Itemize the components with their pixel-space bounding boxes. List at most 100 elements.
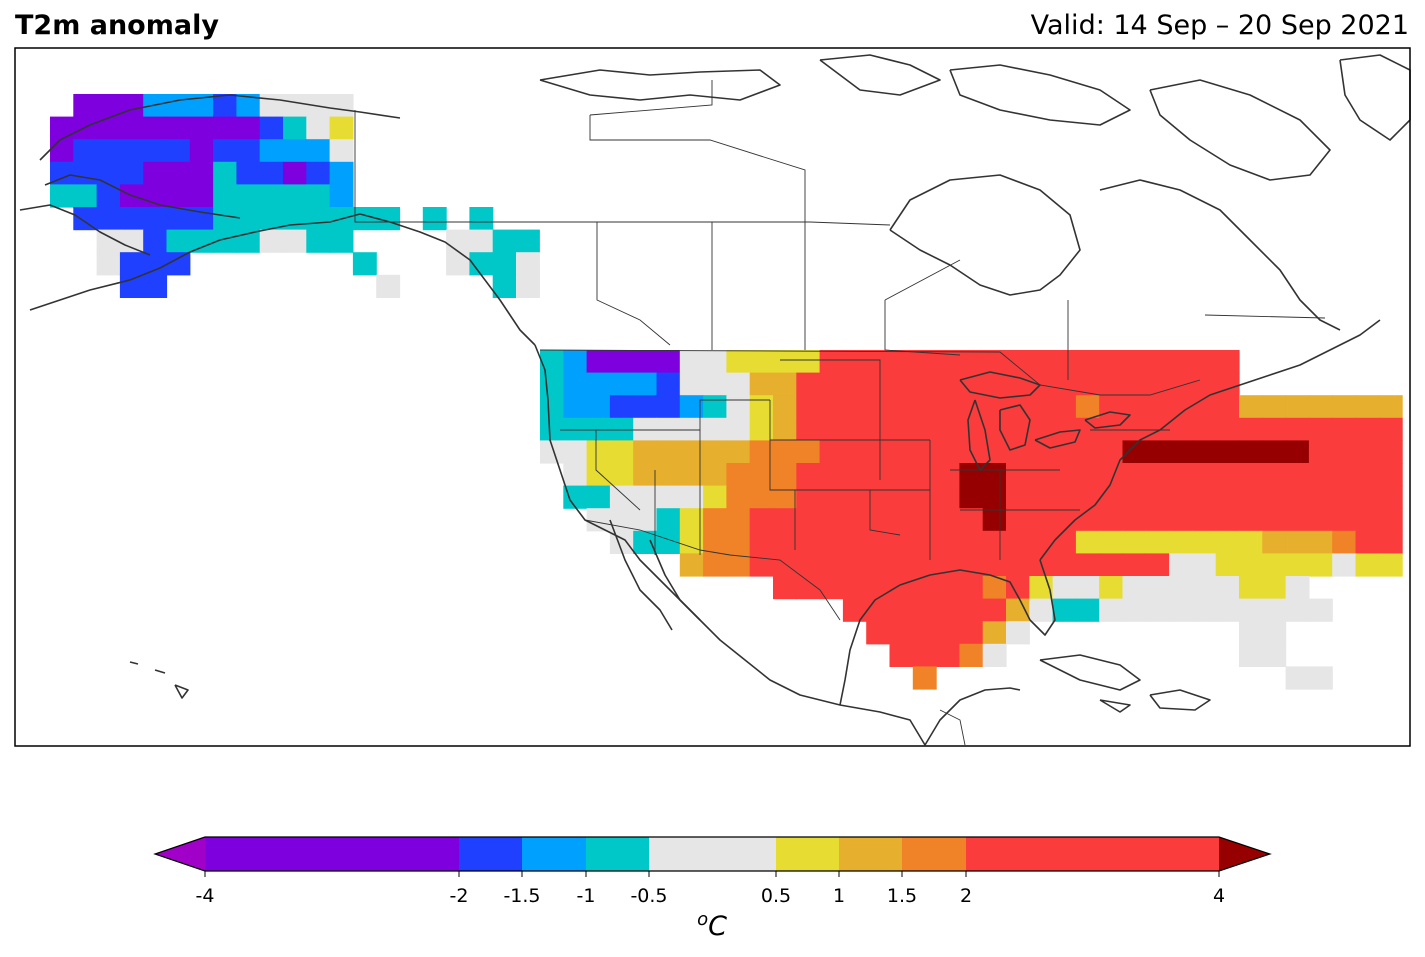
anomaly-cell	[1145, 485, 1170, 509]
anomaly-cell	[73, 139, 98, 163]
anomaly-cell	[1262, 485, 1287, 509]
anomaly-cell	[796, 485, 821, 509]
anomaly-cell	[446, 252, 470, 276]
anomaly-cell	[283, 184, 307, 208]
anomaly-cell	[1006, 350, 1030, 374]
anomaly-cell	[912, 372, 937, 396]
anomaly-cell	[936, 530, 960, 554]
anomaly-cell	[679, 395, 704, 419]
anomaly-cell	[796, 530, 821, 554]
anomaly-cell	[1099, 350, 1124, 374]
anomaly-cell	[982, 463, 1007, 487]
anomaly-cell	[749, 508, 774, 532]
anomaly-cell	[1215, 576, 1240, 600]
anomaly-cell	[749, 350, 774, 374]
anomaly-cell	[796, 553, 821, 577]
anomaly-cell	[1332, 440, 1357, 464]
anomaly-cell	[889, 643, 914, 667]
anomaly-cell	[889, 372, 914, 396]
anomaly-cell	[563, 372, 588, 396]
anomaly-cell	[959, 598, 984, 622]
anomaly-cell	[773, 576, 797, 600]
anomaly-cell	[609, 485, 634, 509]
anomaly-cell	[1192, 463, 1217, 487]
anomaly-cell	[1075, 350, 1100, 374]
anomaly-cell	[866, 350, 891, 374]
anomaly-cell	[959, 621, 984, 645]
anomaly-cell	[703, 440, 727, 464]
anomaly-cell	[1122, 440, 1147, 464]
anomaly-cell	[773, 485, 797, 509]
anomaly-cell	[166, 229, 191, 253]
anomaly-cell	[656, 350, 681, 374]
anomaly-cell	[1122, 372, 1147, 396]
anomaly-cell	[912, 666, 937, 690]
anomaly-cell	[1145, 576, 1170, 600]
anomaly-cell	[633, 485, 658, 509]
anomaly-cell	[773, 508, 797, 532]
anomaly-cell	[1075, 372, 1100, 396]
anomaly-cell	[982, 350, 1007, 374]
anomaly-cell	[726, 395, 751, 419]
anomaly-cell	[1192, 508, 1217, 532]
anomaly-cell	[726, 463, 751, 487]
anomaly-cell	[912, 440, 937, 464]
anomaly-cell	[609, 417, 634, 441]
anomaly-cell	[119, 139, 144, 163]
anomaly-cell	[959, 508, 984, 532]
anomaly-cell	[679, 508, 704, 532]
anomaly-cell	[1239, 485, 1263, 509]
anomaly-cell	[73, 94, 98, 118]
anomaly-cell	[796, 395, 821, 419]
anomaly-cell	[1378, 530, 1403, 554]
anomaly-cell	[1355, 463, 1380, 487]
anomaly-cell	[1075, 553, 1100, 577]
anomaly-cell	[50, 184, 74, 208]
anomaly-cell	[1308, 395, 1333, 419]
anomaly-cell	[1215, 553, 1240, 577]
anomaly-cell	[912, 643, 937, 667]
anomaly-cell	[819, 440, 844, 464]
anomaly-cell	[166, 116, 191, 140]
anomaly-cell	[633, 530, 658, 554]
anomaly-cell	[866, 598, 891, 622]
anomaly-cell	[1006, 417, 1030, 441]
anomaly-cell	[166, 161, 191, 185]
anomaly-cell	[213, 94, 237, 118]
anomaly-cell	[1029, 508, 1054, 532]
anomaly-cell	[889, 530, 914, 554]
anomaly-cell	[1239, 417, 1263, 441]
anomaly-cell	[1122, 598, 1147, 622]
anomaly-cell	[1308, 440, 1333, 464]
anomaly-cell	[726, 508, 751, 532]
anomaly-cell	[1215, 417, 1240, 441]
anomaly-cell	[1052, 395, 1077, 419]
anomaly-cell	[726, 350, 751, 374]
anomaly-cell	[726, 440, 751, 464]
anomaly-cell	[1145, 372, 1170, 396]
anomaly-cell	[1169, 485, 1193, 509]
anomaly-cell	[1239, 395, 1263, 419]
colorbar-under-arrow	[155, 837, 205, 871]
anomaly-cell	[1145, 440, 1170, 464]
anomaly-cell	[912, 395, 937, 419]
anomaly-cell	[936, 621, 960, 645]
anomaly-cell	[516, 229, 540, 253]
anomaly-cell	[259, 207, 284, 231]
anomaly-cell	[119, 274, 144, 298]
anomaly-cell	[1215, 463, 1240, 487]
anomaly-cell	[679, 553, 704, 577]
colorbar-bins	[205, 837, 1219, 871]
anomaly-cell	[796, 372, 821, 396]
anomaly-cell	[936, 372, 960, 396]
anomaly-cell	[540, 350, 564, 374]
anomaly-cell	[1006, 621, 1030, 645]
anomaly-cell	[540, 440, 564, 464]
anomaly-cell	[1332, 530, 1357, 554]
anomaly-cell	[703, 485, 727, 509]
anomaly-cell	[609, 395, 634, 419]
anomaly-cell	[1378, 508, 1403, 532]
anomaly-cell	[633, 350, 658, 374]
anomaly-cell	[982, 643, 1007, 667]
anomaly-cell	[1192, 485, 1217, 509]
